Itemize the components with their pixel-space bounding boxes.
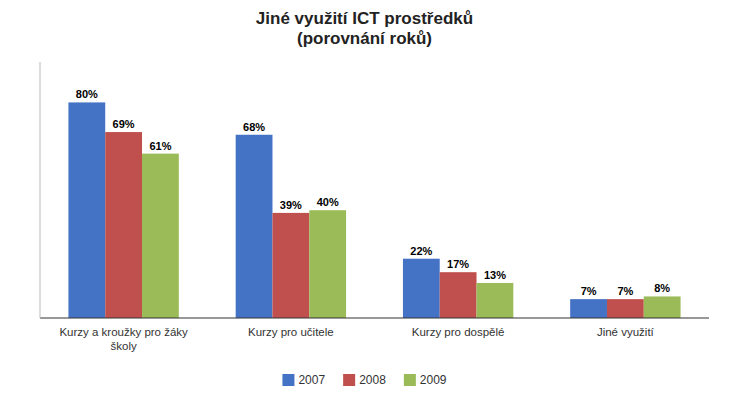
legend-swatch bbox=[404, 374, 416, 386]
bar bbox=[607, 299, 644, 318]
bar bbox=[142, 154, 179, 318]
background bbox=[0, 0, 729, 404]
y-axis bbox=[40, 62, 41, 318]
title: Jiné využití ICT prostředků(porovnání ro… bbox=[256, 9, 473, 48]
legend-entry: 2008 bbox=[359, 373, 386, 387]
bar bbox=[105, 132, 142, 318]
data-label: 17% bbox=[447, 258, 469, 270]
legend-swatch bbox=[282, 374, 294, 386]
data-label: 7% bbox=[581, 285, 597, 297]
bar bbox=[272, 213, 309, 318]
legend-swatch bbox=[343, 374, 355, 386]
bar bbox=[236, 135, 273, 318]
data-label: 22% bbox=[410, 245, 432, 257]
data-label: 80% bbox=[76, 88, 98, 100]
legend-entry: 2007 bbox=[298, 373, 325, 387]
x-tick-label: Kurzy a kroužky pro žákyškoly bbox=[59, 326, 188, 352]
data-label: 39% bbox=[280, 199, 302, 211]
legend: 2007 2008 2009 bbox=[282, 373, 446, 387]
data-label: 7% bbox=[617, 285, 633, 297]
bar bbox=[570, 299, 607, 318]
bar bbox=[440, 272, 477, 318]
x-axis bbox=[40, 317, 709, 318]
x-tick-label: Kurzy pro dospělé bbox=[412, 326, 505, 338]
bar bbox=[477, 283, 514, 318]
data-label: 8% bbox=[654, 282, 670, 294]
x-tick-label: Kurzy pro učitele bbox=[248, 326, 334, 338]
data-label: 13% bbox=[484, 269, 506, 281]
bar bbox=[403, 259, 440, 318]
bar bbox=[309, 210, 346, 318]
bar bbox=[644, 296, 681, 318]
chart: Jiné využití ICT prostředků(porovnání ro… bbox=[0, 0, 729, 404]
bars bbox=[68, 102, 680, 318]
data-label: 61% bbox=[149, 140, 171, 152]
x-tick-label: Jiné využití bbox=[597, 326, 655, 338]
data-labels: 80% 68% 22% 7% 69% 39% 17% 7% 61% 40% 13% 8% bbox=[76, 88, 671, 297]
data-label: 40% bbox=[317, 196, 339, 208]
data-label: 68% bbox=[243, 121, 265, 133]
legend-entry: 2009 bbox=[420, 373, 447, 387]
bar bbox=[68, 102, 105, 318]
data-label: 69% bbox=[113, 118, 135, 130]
